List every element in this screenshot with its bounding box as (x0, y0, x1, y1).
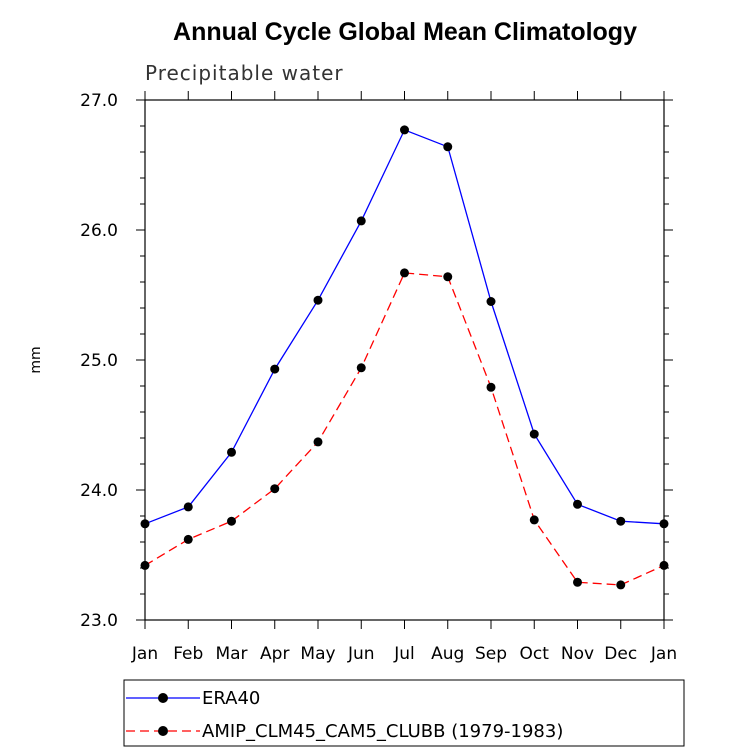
x-tick-label: Dec (604, 644, 637, 664)
chart-title: Annual Cycle Global Mean Climatology (173, 18, 637, 46)
data-point (183, 502, 193, 512)
data-point (400, 125, 409, 135)
x-tick-label: Mar (215, 644, 247, 664)
data-point (443, 142, 453, 152)
data-point (140, 560, 150, 570)
data-point (227, 516, 236, 526)
data-point (356, 363, 366, 373)
x-tick-label: Oct (520, 644, 550, 664)
y-tick-label: 25.0 (80, 351, 118, 371)
legend-label-era40: ERA40 (202, 688, 260, 709)
series-line-0 (144, 129, 665, 525)
data-point (486, 382, 496, 392)
chart-subtitle: Precipitable water (145, 61, 344, 85)
data-point (313, 295, 323, 305)
x-tick-label: Jan (650, 644, 677, 664)
data-point (529, 429, 539, 439)
x-tick-label: Apr (260, 644, 289, 664)
legend-box (123, 679, 685, 747)
data-point (529, 515, 539, 525)
data-point (659, 560, 669, 570)
y-axis-label: mm (28, 346, 44, 373)
legend-marker-amip (158, 726, 168, 736)
y-tick-label: 26.0 (80, 221, 118, 241)
x-tick-label: Aug (431, 644, 464, 664)
axis-ticks (136, 91, 673, 629)
data-point (486, 297, 496, 306)
legend-label-amip: AMIP_CLM45_CAM5_CLUBB (1979-1983) (202, 721, 563, 742)
y-tick-label: 23.0 (80, 611, 118, 631)
x-tick-label: Jul (393, 644, 415, 664)
data-point (270, 484, 280, 494)
x-tick-label: Feb (173, 644, 203, 664)
data-point (616, 580, 626, 590)
data-point (313, 437, 323, 447)
data-point (573, 499, 582, 509)
y-tick-label: 24.0 (80, 481, 118, 501)
x-tick-labels: Jan Feb Mar Apr May Jun Jul Aug Sep Oct Nov Dec Jan (131, 644, 677, 664)
y-tick-label: 27.0 (80, 91, 118, 111)
data-point (659, 519, 669, 529)
x-tick-label: Sep (475, 644, 507, 664)
legend-marker-era40 (158, 693, 168, 703)
data-point (400, 268, 409, 278)
x-tick-label: Jun (347, 644, 375, 664)
data-point (183, 534, 193, 544)
data-point (573, 577, 582, 587)
legend: ERA40 AMIP_CLM45_CAM5_CLUBB (1979-1983) (123, 679, 685, 747)
series-line-1 (144, 272, 665, 586)
data-point (616, 516, 626, 526)
plot-frame (144, 99, 665, 621)
x-tick-label: Nov (561, 644, 594, 664)
data-point (227, 447, 236, 457)
data-point (356, 216, 366, 226)
x-tick-label: Jan (131, 644, 158, 664)
y-tick-labels: 23.0 24.0 25.0 26.0 27.0 (80, 91, 118, 631)
data-point (443, 272, 453, 282)
series-layer (140, 125, 669, 590)
x-tick-label: May (300, 644, 335, 664)
data-point (140, 519, 150, 529)
data-point (270, 364, 280, 374)
